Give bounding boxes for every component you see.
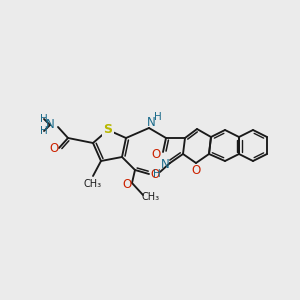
Text: H: H: [40, 126, 48, 136]
Text: CH₃: CH₃: [84, 179, 102, 189]
Text: H: H: [154, 112, 162, 122]
Text: O: O: [50, 142, 58, 154]
Text: H: H: [40, 114, 48, 124]
Text: N: N: [46, 118, 54, 131]
Text: O: O: [152, 148, 160, 161]
Text: O: O: [122, 178, 132, 190]
Text: N: N: [147, 116, 155, 130]
Text: O: O: [150, 167, 160, 181]
Text: O: O: [191, 164, 201, 176]
Text: N: N: [160, 158, 169, 172]
Text: S: S: [103, 123, 112, 136]
Text: CH₃: CH₃: [142, 192, 160, 202]
Text: H: H: [153, 169, 161, 179]
